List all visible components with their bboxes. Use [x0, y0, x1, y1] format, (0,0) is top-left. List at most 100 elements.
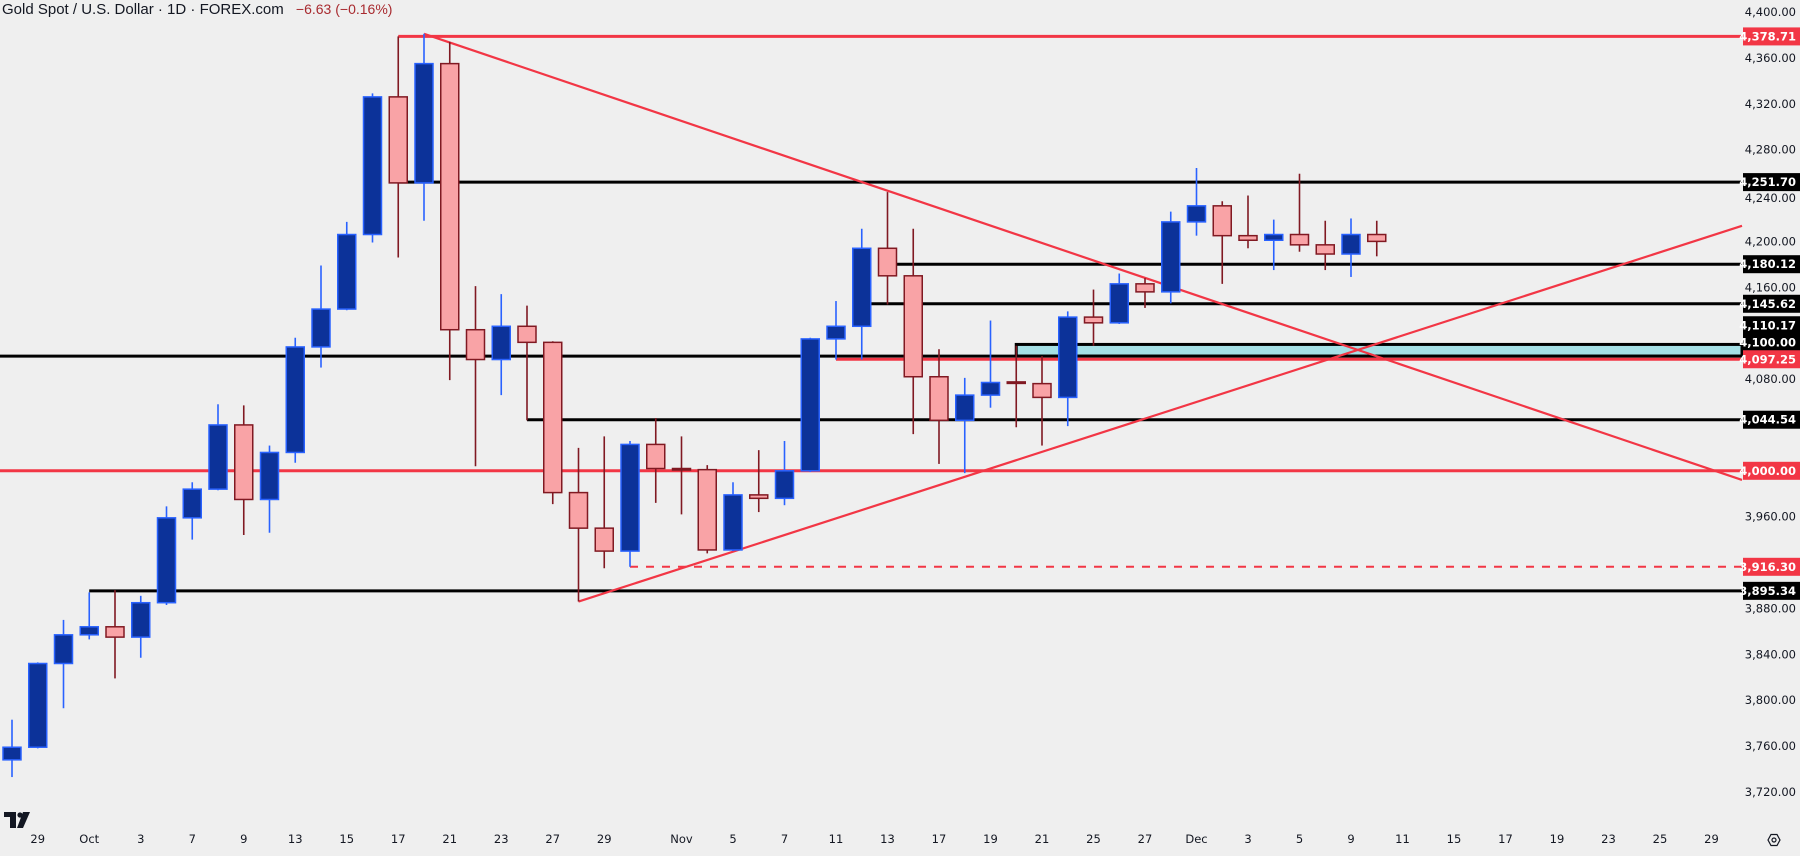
price-label-text: 4,044.54 — [1739, 413, 1796, 427]
price-label: 4,378.71 — [1739, 27, 1800, 46]
price-label-text: 4,145.62 — [1739, 297, 1796, 311]
x-tick-label: 15 — [339, 832, 354, 846]
candle — [543, 341, 563, 505]
candle — [517, 305, 537, 421]
candle — [723, 482, 743, 552]
x-tick-label: 17 — [391, 832, 406, 846]
price-label-text: 4,110.17 — [1739, 318, 1796, 332]
candle-body — [491, 325, 511, 361]
candle — [285, 337, 305, 463]
price-label-text: 4,251.70 — [1739, 175, 1796, 189]
x-tick-label: 21 — [442, 832, 457, 846]
x-tick-label: 7 — [189, 832, 196, 846]
symbol-title[interactable]: Gold Spot / U.S. Dollar · 1D · FOREX.com — [2, 1, 284, 18]
candle-body — [826, 325, 846, 340]
candle — [1006, 345, 1026, 428]
candle — [1238, 195, 1258, 249]
candle — [826, 301, 846, 360]
candle-body — [414, 62, 434, 184]
candle-body — [234, 424, 254, 501]
candle-body — [53, 634, 74, 665]
candle — [1315, 220, 1335, 271]
candle-body — [1032, 382, 1052, 399]
x-tick-label: 23 — [494, 832, 509, 846]
candle-body — [105, 626, 125, 638]
candle-body — [1083, 316, 1104, 324]
candle — [980, 320, 1001, 408]
candle — [259, 445, 280, 533]
price-label-bg — [1743, 410, 1800, 429]
candle-body — [697, 468, 717, 551]
candle — [568, 447, 589, 602]
price-label-bg — [1743, 581, 1800, 600]
x-tick-label: Dec — [1185, 832, 1207, 846]
candle — [852, 228, 872, 360]
y-tick-label: 3,960.00 — [1745, 510, 1796, 524]
candle-body — [671, 467, 692, 471]
candle-body — [594, 527, 614, 552]
candle — [646, 418, 666, 503]
candle — [491, 294, 511, 396]
tradingview-logo[interactable] — [4, 812, 30, 828]
candle — [800, 337, 820, 472]
price-label-bg — [1743, 173, 1800, 192]
candle-body — [929, 375, 949, 422]
price-label-text: 4,000.00 — [1739, 464, 1796, 478]
candle-body — [517, 325, 537, 344]
candle-body — [723, 494, 743, 551]
candle-body — [465, 328, 486, 361]
support-zone — [1014, 342, 1744, 358]
settings-icon[interactable] — [1767, 833, 1781, 847]
candle — [749, 450, 769, 513]
trendline — [423, 32, 1743, 482]
candle-body — [440, 62, 460, 331]
candle-body — [620, 443, 640, 552]
price-label: 4,044.54 — [1739, 410, 1800, 429]
candle — [929, 349, 949, 464]
zones-layer — [1014, 342, 1744, 358]
y-tick-label: 4,080.00 — [1745, 372, 1796, 386]
price-label-bg — [1743, 350, 1800, 369]
x-tick-label: 23 — [1601, 832, 1616, 846]
x-tick-label: 7 — [781, 832, 788, 846]
x-tick-label: 29 — [30, 832, 45, 846]
candle-body — [1058, 316, 1078, 399]
candle — [877, 192, 898, 305]
candle — [28, 662, 48, 749]
candle-body — [903, 275, 923, 378]
candle-body — [388, 96, 408, 184]
y-tick-label: 3,760.00 — [1745, 739, 1796, 753]
price-label: 4,110.17 — [1739, 316, 1800, 335]
candle-body — [1264, 233, 1284, 242]
candle-body — [1289, 233, 1310, 246]
candle — [1212, 201, 1232, 284]
price-label: 4,180.12 — [1739, 255, 1800, 274]
candle — [1083, 289, 1104, 346]
price-label: 4,145.62 — [1739, 294, 1800, 313]
candle-body — [362, 96, 383, 236]
time-axis[interactable]: 29 Oct 3 7 9 13 15 17 21 23 27 29 Nov 5 7 11 13 17 19 21 25 2… — [30, 832, 1718, 846]
x-tick-label: 3 — [1244, 832, 1251, 846]
x-tick-label: 13 — [880, 832, 895, 846]
x-tick-label: 11 — [829, 832, 844, 846]
x-tick-label: 15 — [1447, 832, 1462, 846]
price-axis[interactable]: 4,400.00 4,360.00 4,320.00 4,280.00 4,240.00… — [1745, 5, 1796, 799]
candle-body — [1212, 205, 1232, 237]
candle-body — [774, 470, 795, 500]
candle-body — [79, 626, 99, 636]
price-label-text: 4,100.00 — [1739, 335, 1796, 349]
x-tick-label: 29 — [597, 832, 612, 846]
y-tick-label: 3,840.00 — [1745, 647, 1796, 661]
candle — [1367, 220, 1387, 257]
chart-title-bar: Gold Spot / U.S. Dollar · 1D · FOREX.com… — [2, 1, 392, 18]
candle — [105, 590, 125, 679]
y-tick-label: 4,200.00 — [1745, 234, 1796, 248]
candle-body — [1238, 234, 1258, 242]
candle — [594, 436, 614, 569]
price-label: 3,916.30 — [1739, 557, 1800, 576]
candle — [1186, 167, 1207, 236]
x-tick-label: Oct — [79, 832, 99, 846]
price-label: 4,100.00 — [1739, 333, 1800, 352]
x-tick-label: 25 — [1653, 832, 1668, 846]
